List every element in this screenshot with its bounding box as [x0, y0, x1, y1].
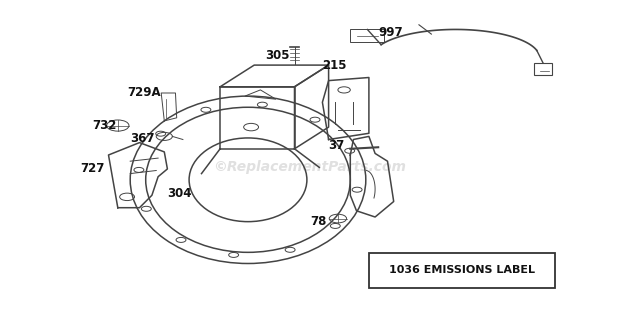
Text: 367: 367	[130, 132, 155, 145]
Text: 732: 732	[92, 119, 116, 132]
Text: 37: 37	[329, 139, 345, 152]
Text: 997: 997	[378, 26, 403, 39]
Text: 1036 EMISSIONS LABEL: 1036 EMISSIONS LABEL	[389, 265, 535, 276]
Bar	[369, 253, 555, 288]
Text: ©ReplacementParts.com: ©ReplacementParts.com	[213, 160, 407, 175]
Text: 215: 215	[322, 59, 347, 72]
Text: 305: 305	[265, 49, 290, 62]
Bar	[534, 63, 552, 75]
Text: 304: 304	[167, 187, 192, 200]
Bar	[350, 29, 384, 42]
Text: 729A: 729A	[127, 86, 161, 100]
Text: 727: 727	[81, 162, 105, 175]
Text: 78: 78	[310, 215, 326, 228]
